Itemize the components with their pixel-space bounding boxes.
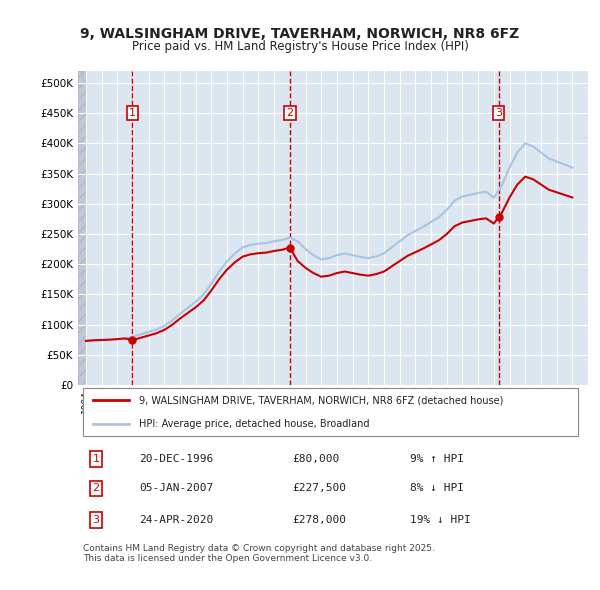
Text: 20-DEC-1996: 20-DEC-1996 [139, 454, 214, 464]
Text: Contains HM Land Registry data © Crown copyright and database right 2025.
This d: Contains HM Land Registry data © Crown c… [83, 544, 435, 563]
Text: 1: 1 [129, 108, 136, 118]
Text: 05-JAN-2007: 05-JAN-2007 [139, 483, 214, 493]
Text: £278,000: £278,000 [292, 515, 346, 525]
Text: 3: 3 [92, 515, 100, 525]
FancyBboxPatch shape [83, 388, 578, 437]
Text: 9, WALSINGHAM DRIVE, TAVERHAM, NORWICH, NR8 6FZ: 9, WALSINGHAM DRIVE, TAVERHAM, NORWICH, … [80, 27, 520, 41]
Bar [78, 71, 86, 385]
Text: 8% ↓ HPI: 8% ↓ HPI [409, 483, 464, 493]
Text: 2: 2 [286, 108, 293, 118]
Text: 1: 1 [92, 454, 100, 464]
Text: £80,000: £80,000 [292, 454, 340, 464]
Text: 24-APR-2020: 24-APR-2020 [139, 515, 214, 525]
Text: HPI: Average price, detached house, Broadland: HPI: Average price, detached house, Broa… [139, 419, 370, 429]
Text: 2: 2 [92, 483, 100, 493]
Text: Price paid vs. HM Land Registry's House Price Index (HPI): Price paid vs. HM Land Registry's House … [131, 40, 469, 53]
Bar [78, 71, 86, 385]
Text: 3: 3 [495, 108, 502, 118]
Text: 19% ↓ HPI: 19% ↓ HPI [409, 515, 470, 525]
Text: 9% ↑ HPI: 9% ↑ HPI [409, 454, 464, 464]
Text: £227,500: £227,500 [292, 483, 346, 493]
Text: 9, WALSINGHAM DRIVE, TAVERHAM, NORWICH, NR8 6FZ (detached house): 9, WALSINGHAM DRIVE, TAVERHAM, NORWICH, … [139, 395, 503, 405]
